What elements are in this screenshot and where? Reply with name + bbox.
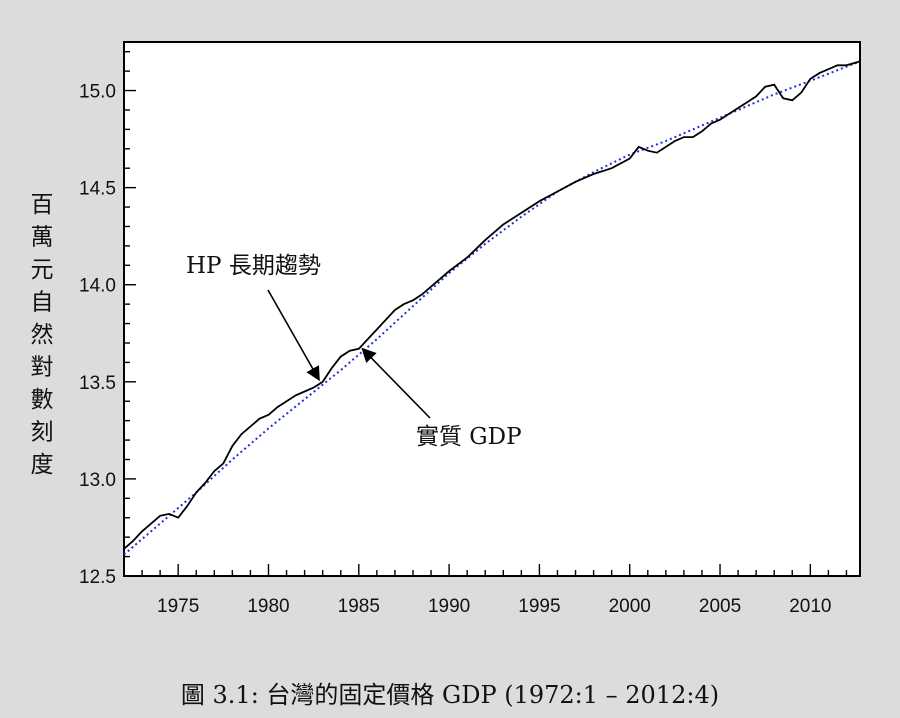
x-tick-label: 2010 <box>789 596 831 617</box>
x-tick-label: 1995 <box>518 596 560 617</box>
x-tick-label: 1990 <box>428 596 470 617</box>
y-tick-label: 12.5 <box>79 567 116 588</box>
x-tick-label: 2000 <box>609 596 651 617</box>
x-axis: 1975 1980 1985 1990 1995 2000 2005 2010 <box>124 564 846 617</box>
annotation-hp-trend: HP 長期趨勢 <box>186 253 321 279</box>
y-tick-label: 13.0 <box>79 470 116 491</box>
x-tick-label: 1985 <box>338 596 380 617</box>
x-tick-label: 2005 <box>699 596 741 617</box>
x-tick-label: 1980 <box>247 596 289 617</box>
y-tick-label: 15.0 <box>79 82 116 103</box>
y-tick-label: 14.5 <box>79 179 116 200</box>
annotation-real-gdp: 實質 GDP <box>416 424 522 450</box>
figure-caption: 圖 3.1: 台灣的固定價格 GDP (1972:1 – 2012:4) <box>181 681 719 709</box>
y-axis-label-text: 百萬元自然對數刻度 <box>31 192 54 478</box>
x-tick-label: 1975 <box>157 596 199 617</box>
y-axis-label: 百萬元自然對數刻度 <box>31 192 54 478</box>
plot-area <box>124 42 860 576</box>
y-tick-label: 13.5 <box>79 373 116 394</box>
y-tick-label: 14.0 <box>79 276 116 297</box>
